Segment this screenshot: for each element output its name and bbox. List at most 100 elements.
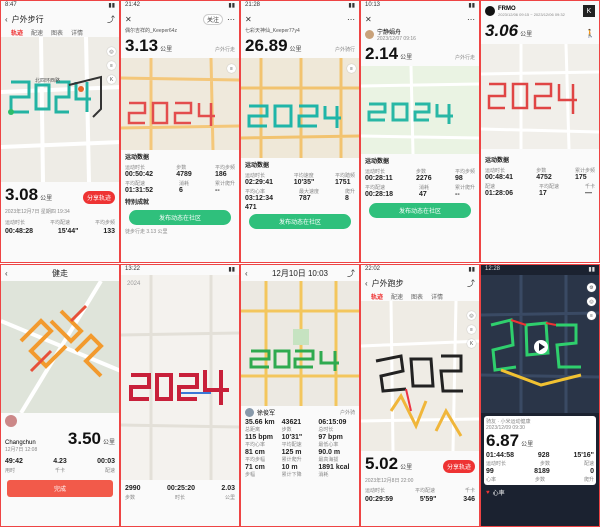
stats-labels: 用时 千卡 配速 <box>1 466 119 475</box>
heart-icon[interactable]: ♥ <box>486 489 490 496</box>
section-title: 运动数据 <box>365 159 390 165</box>
route-map[interactable]: ≡ <box>121 58 239 150</box>
tab-pace[interactable]: 配速 <box>391 294 404 301</box>
value-duration: 06:15:09 <box>318 419 347 426</box>
distance-block: 26.89 公里 户外骑行 <box>241 34 359 58</box>
route-map[interactable] <box>361 66 479 154</box>
header: ‹ 户外跑步 ⤴ <box>361 275 479 291</box>
value-steps: 4752 <box>536 174 552 181</box>
distance-unit: 公里 <box>102 440 115 446</box>
route-map[interactable]: ⚙ ◎ ≡ <box>481 275 599 413</box>
label-heart-rate: 心率 <box>486 477 497 483</box>
back-arrow-icon[interactable]: ‹ <box>5 268 8 278</box>
stat-km: 2.03 <box>221 485 235 492</box>
route-map[interactable]: ◎ ≡ K <box>361 301 479 451</box>
battery-icon: ▮▮ <box>468 267 475 273</box>
unit-km-toggle[interactable]: K <box>467 339 476 348</box>
stat-kcal: 4.23 <box>53 458 67 465</box>
settings-icon[interactable]: ⚙ <box>587 283 596 292</box>
location-icon[interactable]: ◎ <box>107 47 116 56</box>
value-climb: -- <box>454 191 460 198</box>
value-min-hr: 97 bpm <box>318 434 343 441</box>
close-icon[interactable]: ✕ <box>365 14 372 24</box>
avatar[interactable] <box>365 30 374 39</box>
publish-button[interactable]: 发布动态在社区 <box>249 214 351 229</box>
value-stride-2: 71 cm <box>245 464 265 471</box>
share-icon[interactable]: ⤴ <box>107 14 115 24</box>
tab-track[interactable]: 轨迹 <box>11 30 24 37</box>
share-icon[interactable]: ⤴ <box>347 268 355 278</box>
layers-icon[interactable]: ≡ <box>107 61 116 70</box>
layers-icon[interactable]: ≡ <box>347 64 356 73</box>
back-arrow-icon[interactable]: ‹ <box>245 268 248 278</box>
distance-block: 5.02 公里 分享轨迹 <box>361 451 479 477</box>
route-map-svg <box>121 275 239 480</box>
value-max-alt: 90.0 m <box>318 449 341 456</box>
publish-button[interactable]: 发布动态在社区 <box>129 210 231 225</box>
follow-button[interactable]: 关注 <box>202 13 223 25</box>
user-row: 宁静娟舟 2023/12/07 09:16 <box>361 27 479 42</box>
label-distance: 总距离 <box>245 427 261 433</box>
stat-label-steps: 步数 <box>125 495 136 501</box>
distance-unit: 公里 <box>160 47 173 53</box>
back-arrow-icon[interactable]: ‹ <box>5 14 8 24</box>
tab-detail[interactable]: 详情 <box>71 30 84 37</box>
route-map[interactable] <box>241 281 359 406</box>
bottom-bar: ♥ 心率 <box>481 488 599 498</box>
section-title: 运动数据 <box>485 158 510 164</box>
stats-labels: 运动时长 平均配速 千卡 <box>361 486 479 495</box>
tab-detail[interactable]: 详情 <box>431 294 444 301</box>
bottom-label: 心率 <box>492 491 505 497</box>
label-max-speed: 最大速度 <box>299 189 320 195</box>
tab-track[interactable]: 轨迹 <box>371 294 384 301</box>
close-icon[interactable]: ✕ <box>125 14 132 24</box>
route-map[interactable]: 北四环西路 ◎ ≡ K <box>1 37 119 182</box>
layers-icon[interactable]: ≡ <box>467 325 476 334</box>
avatar[interactable] <box>5 415 17 427</box>
label-pace: 配速 <box>583 461 594 467</box>
label-max-alt: 最高海拔 <box>318 457 339 463</box>
label-cadence: 平均步频 <box>454 169 475 175</box>
more-icon[interactable]: ⋯ <box>227 14 235 24</box>
location-icon[interactable]: ◎ <box>467 311 476 320</box>
stats-values-1: 01:44:58 928 15'16" <box>486 451 594 460</box>
tab-pace[interactable]: 配速 <box>31 30 44 37</box>
more-icon[interactable]: ⋯ <box>347 14 355 24</box>
section-title-achievements: 特别成就 <box>125 200 150 206</box>
finish-button[interactable]: 完成 <box>7 480 113 497</box>
route-label: 2024 <box>127 281 141 287</box>
route-map[interactable] <box>481 44 599 149</box>
layers-icon[interactable]: ≡ <box>227 64 236 73</box>
route-map[interactable]: 2024 <box>121 275 239 480</box>
back-arrow-icon[interactable]: ‹ <box>365 278 368 288</box>
stats-labels-1: 运动时长 步数 配速 <box>486 460 594 467</box>
activity-date: 2023/12/09 09:30 <box>486 425 525 431</box>
label-calories: 消耗 <box>179 181 190 187</box>
stats-row-1: 运动时长 00:28:11 步数 2276 平均步频 98 <box>361 167 479 183</box>
share-track-button[interactable]: 分享轨迹 <box>82 191 115 204</box>
panel-outdoor-walk: 8:47 ▮▮ ‹ 户外步行 ⤴ 轨迹 配速 图表 详情 北四环西路 ◎ ≡ K <box>0 0 120 263</box>
activity-date: 2023/12/07 09:16 <box>377 36 416 42</box>
battery-icon: ▮▮ <box>348 3 355 9</box>
route-map[interactable] <box>1 281 119 413</box>
avatar[interactable] <box>245 408 254 417</box>
distance-block: 3.06 公里 🚶 <box>481 21 599 41</box>
tab-chart[interactable]: 图表 <box>411 294 424 301</box>
activity-mode: 户外骑 <box>339 410 355 416</box>
unit-km-toggle[interactable]: K <box>107 75 116 84</box>
close-icon[interactable]: ✕ <box>245 14 252 24</box>
stat-duration: 00:29:59 <box>365 496 394 503</box>
tab-chart[interactable]: 图表 <box>51 30 64 37</box>
layers-icon[interactable]: ≡ <box>587 311 596 320</box>
header: FRMO 2023/12/06 09:15 ~ 2023/12/06 09:32 … <box>481 1 599 21</box>
distance-unit: 公里 <box>40 196 53 202</box>
location-icon[interactable]: ◎ <box>587 297 596 306</box>
publish-button[interactable]: 发布动态在社区 <box>369 203 471 218</box>
stat-pace: 15'44" <box>57 228 79 235</box>
route-map[interactable]: ≡ <box>241 58 359 158</box>
share-track-button[interactable]: 分享轨迹 <box>442 460 475 473</box>
distance-value: 5.02 <box>365 454 399 473</box>
more-icon[interactable]: ⋯ <box>467 14 475 24</box>
share-icon[interactable]: ⤴ <box>467 278 475 288</box>
battery-icon: ▮▮ <box>588 267 595 273</box>
